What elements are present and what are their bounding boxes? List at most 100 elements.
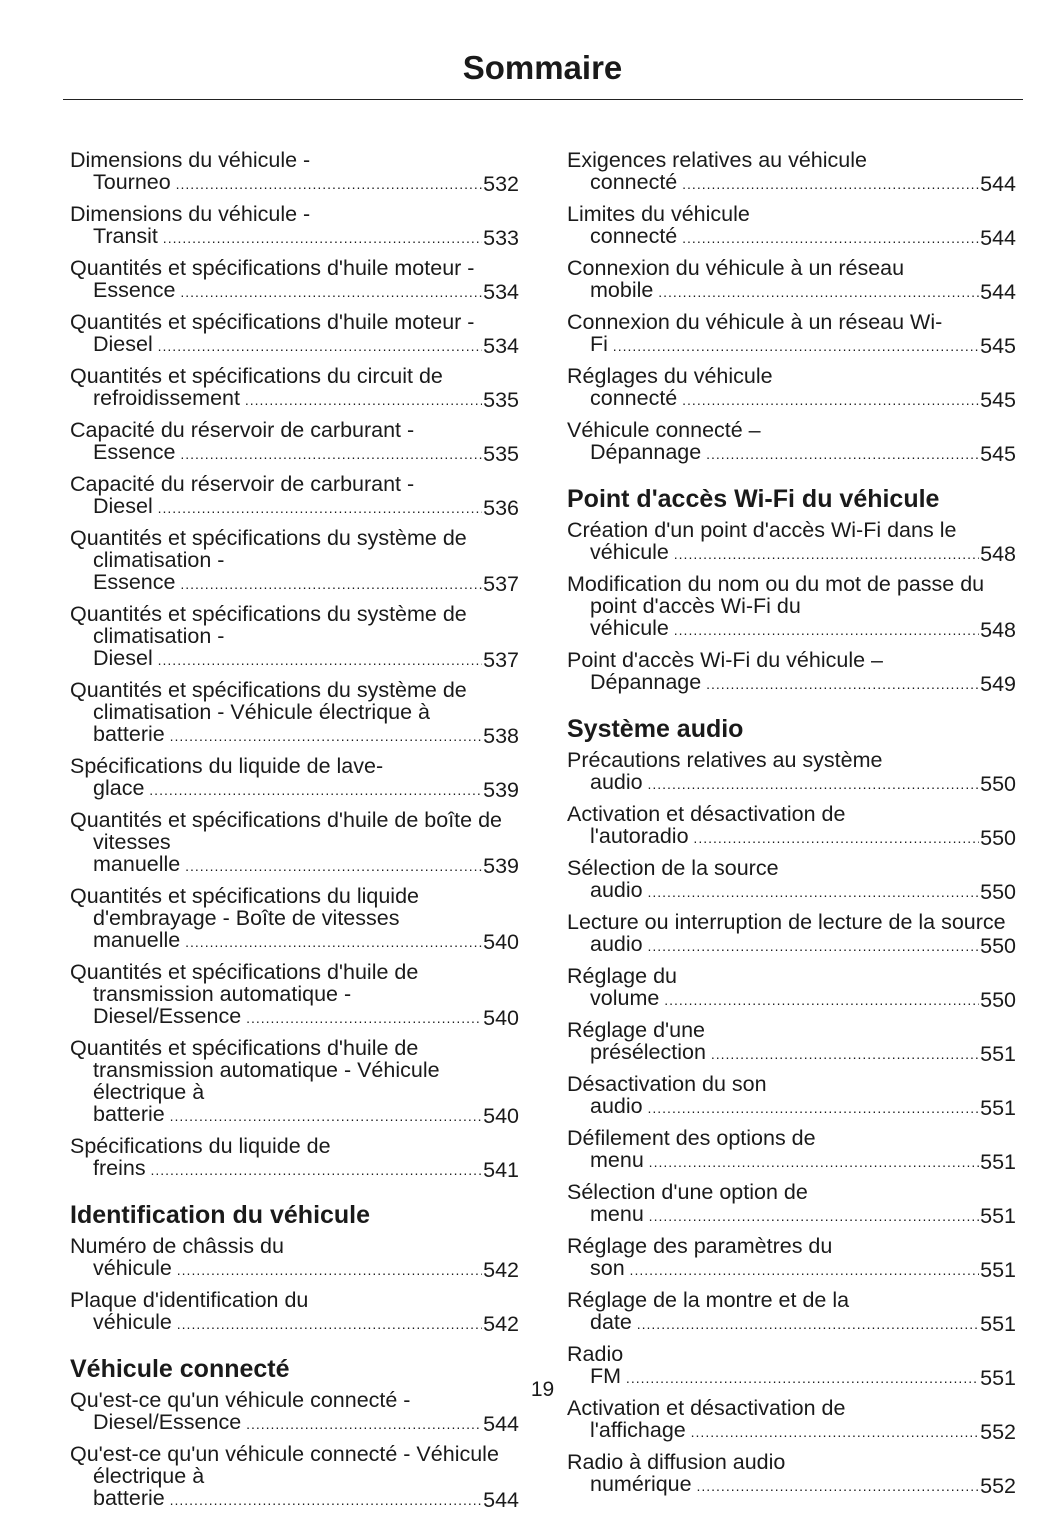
entry-page: 549 bbox=[979, 672, 1016, 695]
entry-title: Réglage de la montre et de la date bbox=[567, 1289, 1016, 1334]
entry-page: 551 bbox=[979, 1258, 1016, 1281]
page-title: Sommaire bbox=[462, 49, 623, 86]
toc-entry: Quantités et spécifications d'huile mote… bbox=[70, 311, 519, 357]
entry-page: 538 bbox=[482, 724, 519, 747]
toc-entry: Quantités et spécifications d'huile de b… bbox=[70, 809, 519, 877]
toc-entry: Activation et désactivation de l'afficha… bbox=[567, 1397, 1016, 1443]
entry-title: Limites du véhicule connecté bbox=[567, 203, 1016, 248]
toc-entry: Lecture ou interruption de lecture de la… bbox=[567, 911, 1016, 957]
toc-entry: Quantités et spécifications d'huile de t… bbox=[70, 1037, 519, 1127]
entry-page: 551 bbox=[979, 1096, 1016, 1119]
toc-entry: Radio FM551 bbox=[567, 1343, 1016, 1389]
entry-page: 540 bbox=[482, 930, 519, 953]
toc-entry: Sélection de la source audio550 bbox=[567, 857, 1016, 903]
entry-title: Quantités et spécifications du système d… bbox=[70, 603, 519, 670]
entry-title: Spécifications du liquide de freins bbox=[70, 1135, 519, 1180]
entry-page: 551 bbox=[979, 1150, 1016, 1173]
entry-page: 550 bbox=[979, 826, 1016, 849]
entry-page: 544 bbox=[979, 226, 1016, 249]
entry-page: 540 bbox=[482, 1104, 519, 1127]
entry-title: Quantités et spécifications d'huile mote… bbox=[70, 257, 519, 302]
entry-page: 533 bbox=[482, 226, 519, 249]
toc-entry: Quantités et spécifications du système d… bbox=[70, 527, 519, 595]
toc-entry: Limites du véhicule connecté544 bbox=[567, 203, 1016, 249]
entry-title: Défilement des options de menu bbox=[567, 1127, 1016, 1172]
toc-entry: Qu'est-ce qu'un véhicule connecté - Dies… bbox=[70, 1389, 519, 1435]
toc-entry: Plaque d'identification du véhicule542 bbox=[70, 1289, 519, 1335]
entry-page: 544 bbox=[482, 1412, 519, 1435]
toc-column: Exigences relatives au véhicule connecté… bbox=[567, 149, 1016, 1505]
entry-page: 535 bbox=[482, 388, 519, 411]
entry-page: 544 bbox=[979, 280, 1016, 303]
entry-title: Qu'est-ce qu'un véhicule connecté - Véhi… bbox=[70, 1443, 519, 1510]
entry-page: 551 bbox=[979, 1312, 1016, 1335]
toc-entry: Réglage du volume550 bbox=[567, 965, 1016, 1011]
entry-page: 541 bbox=[482, 1158, 519, 1181]
toc-entry: Activation et désactivation de l'autorad… bbox=[567, 803, 1016, 849]
entry-page: 534 bbox=[482, 280, 519, 303]
entry-page: 550 bbox=[979, 880, 1016, 903]
toc-entry: Réglages du véhicule connecté545 bbox=[567, 365, 1016, 411]
entry-title: Réglage des paramètres du son bbox=[567, 1235, 1016, 1280]
entry-title: Capacité du réservoir de carburant - Ess… bbox=[70, 419, 519, 464]
entry-title: Sélection d'une option de menu bbox=[567, 1181, 1016, 1226]
entry-title: Réglage d'une présélection bbox=[567, 1019, 1016, 1064]
toc-column: Dimensions du véhicule - Tourneo532 Dimen… bbox=[70, 149, 519, 1519]
entry-title: Quantités et spécifications d'huile de t… bbox=[70, 961, 519, 1028]
toc-entry: Précautions relatives au système audio55… bbox=[567, 749, 1016, 795]
toc-entry: Réglage d'une présélection551 bbox=[567, 1019, 1016, 1065]
entry-title: Dimensions du véhicule - Tourneo bbox=[70, 149, 519, 194]
entry-page: 545 bbox=[979, 442, 1016, 465]
entry-title: Quantités et spécifications d'huile de b… bbox=[70, 809, 519, 876]
entry-page: 537 bbox=[482, 648, 519, 671]
toc-entry: Capacité du réservoir de carburant - Ess… bbox=[70, 419, 519, 465]
section-heading: Identification du véhicule bbox=[70, 1201, 371, 1229]
entry-page: 544 bbox=[979, 172, 1016, 195]
entry-page: 545 bbox=[979, 388, 1016, 411]
toc-entry: Spécifications du liquide de freins541 bbox=[70, 1135, 519, 1181]
entry-title: Point d'accès Wi-Fi du véhicule – Dépann… bbox=[567, 649, 1016, 694]
section-heading: Système audio bbox=[567, 715, 744, 743]
entry-page: 539 bbox=[482, 778, 519, 801]
entry-page: 551 bbox=[979, 1366, 1016, 1389]
entry-title: Capacité du réservoir de carburant - Die… bbox=[70, 473, 519, 518]
entry-title: Quantités et spécifications du système d… bbox=[70, 679, 519, 746]
entry-page: 542 bbox=[482, 1258, 519, 1281]
entry-title: Véhicule connecté – Dépannage bbox=[567, 419, 1016, 464]
entry-title: Spécifications du liquide de lave-glace bbox=[70, 755, 519, 800]
toc-entry: Connexion du véhicule à un réseau Wi-Fi5… bbox=[567, 311, 1016, 357]
toc-entry: Point d'accès Wi-Fi du véhicule – Dépann… bbox=[567, 649, 1016, 695]
entry-page: 536 bbox=[482, 496, 519, 519]
entry-title: Sélection de la source audio bbox=[567, 857, 1016, 902]
toc-entry: Quantités et spécifications du circuit d… bbox=[70, 365, 519, 411]
entry-title: Connexion du véhicule à un réseau Wi-Fi bbox=[567, 311, 1016, 356]
entry-title: Désactivation du son audio bbox=[567, 1073, 1016, 1118]
entry-title: Lecture ou interruption de lecture de la… bbox=[567, 911, 1016, 956]
toc-entry: Réglage de la montre et de la date551 bbox=[567, 1289, 1016, 1335]
entry-title: Précautions relatives au système audio bbox=[567, 749, 1016, 794]
entry-title: Exigences relatives au véhicule connecté bbox=[567, 149, 1016, 194]
toc-entry: Capacité du réservoir de carburant - Die… bbox=[70, 473, 519, 519]
toc-entry: Quantités et spécifications du système d… bbox=[70, 603, 519, 671]
entry-title: Activation et désactivation de l'autorad… bbox=[567, 803, 1016, 848]
toc-entry: Radio à diffusion audio numérique552 bbox=[567, 1451, 1016, 1497]
toc-entry: Numéro de châssis du véhicule542 bbox=[70, 1235, 519, 1281]
entry-page: 539 bbox=[482, 854, 519, 877]
toc-entry: Quantités et spécifications du liquide d… bbox=[70, 885, 519, 953]
entry-page: 535 bbox=[482, 442, 519, 465]
section-heading: Véhicule connecté bbox=[70, 1355, 290, 1383]
page-number: 19 bbox=[530, 1378, 555, 1401]
toc-entry: Création d'un point d'accès Wi-Fi dans l… bbox=[567, 519, 1016, 565]
entry-page: 550 bbox=[979, 988, 1016, 1011]
entry-title: Quantités et spécifications d'huile mote… bbox=[70, 311, 519, 356]
entry-title: Dimensions du véhicule - Transit bbox=[70, 203, 519, 248]
toc-entry: Quantités et spécifications du système d… bbox=[70, 679, 519, 747]
entry-title: Numéro de châssis du véhicule bbox=[70, 1235, 519, 1280]
entry-page: 544 bbox=[482, 1488, 519, 1511]
toc-entry: Dimensions du véhicule - Transit533 bbox=[70, 203, 519, 249]
toc-entry: Connexion du véhicule à un réseau mobile… bbox=[567, 257, 1016, 303]
toc-entry: Spécifications du liquide de lave-glace5… bbox=[70, 755, 519, 801]
entry-title: Réglages du véhicule connecté bbox=[567, 365, 1016, 410]
entry-page: 532 bbox=[482, 172, 519, 195]
page: {"header": {"title": "Sommaire"}, "colum… bbox=[63, 49, 1023, 1511]
